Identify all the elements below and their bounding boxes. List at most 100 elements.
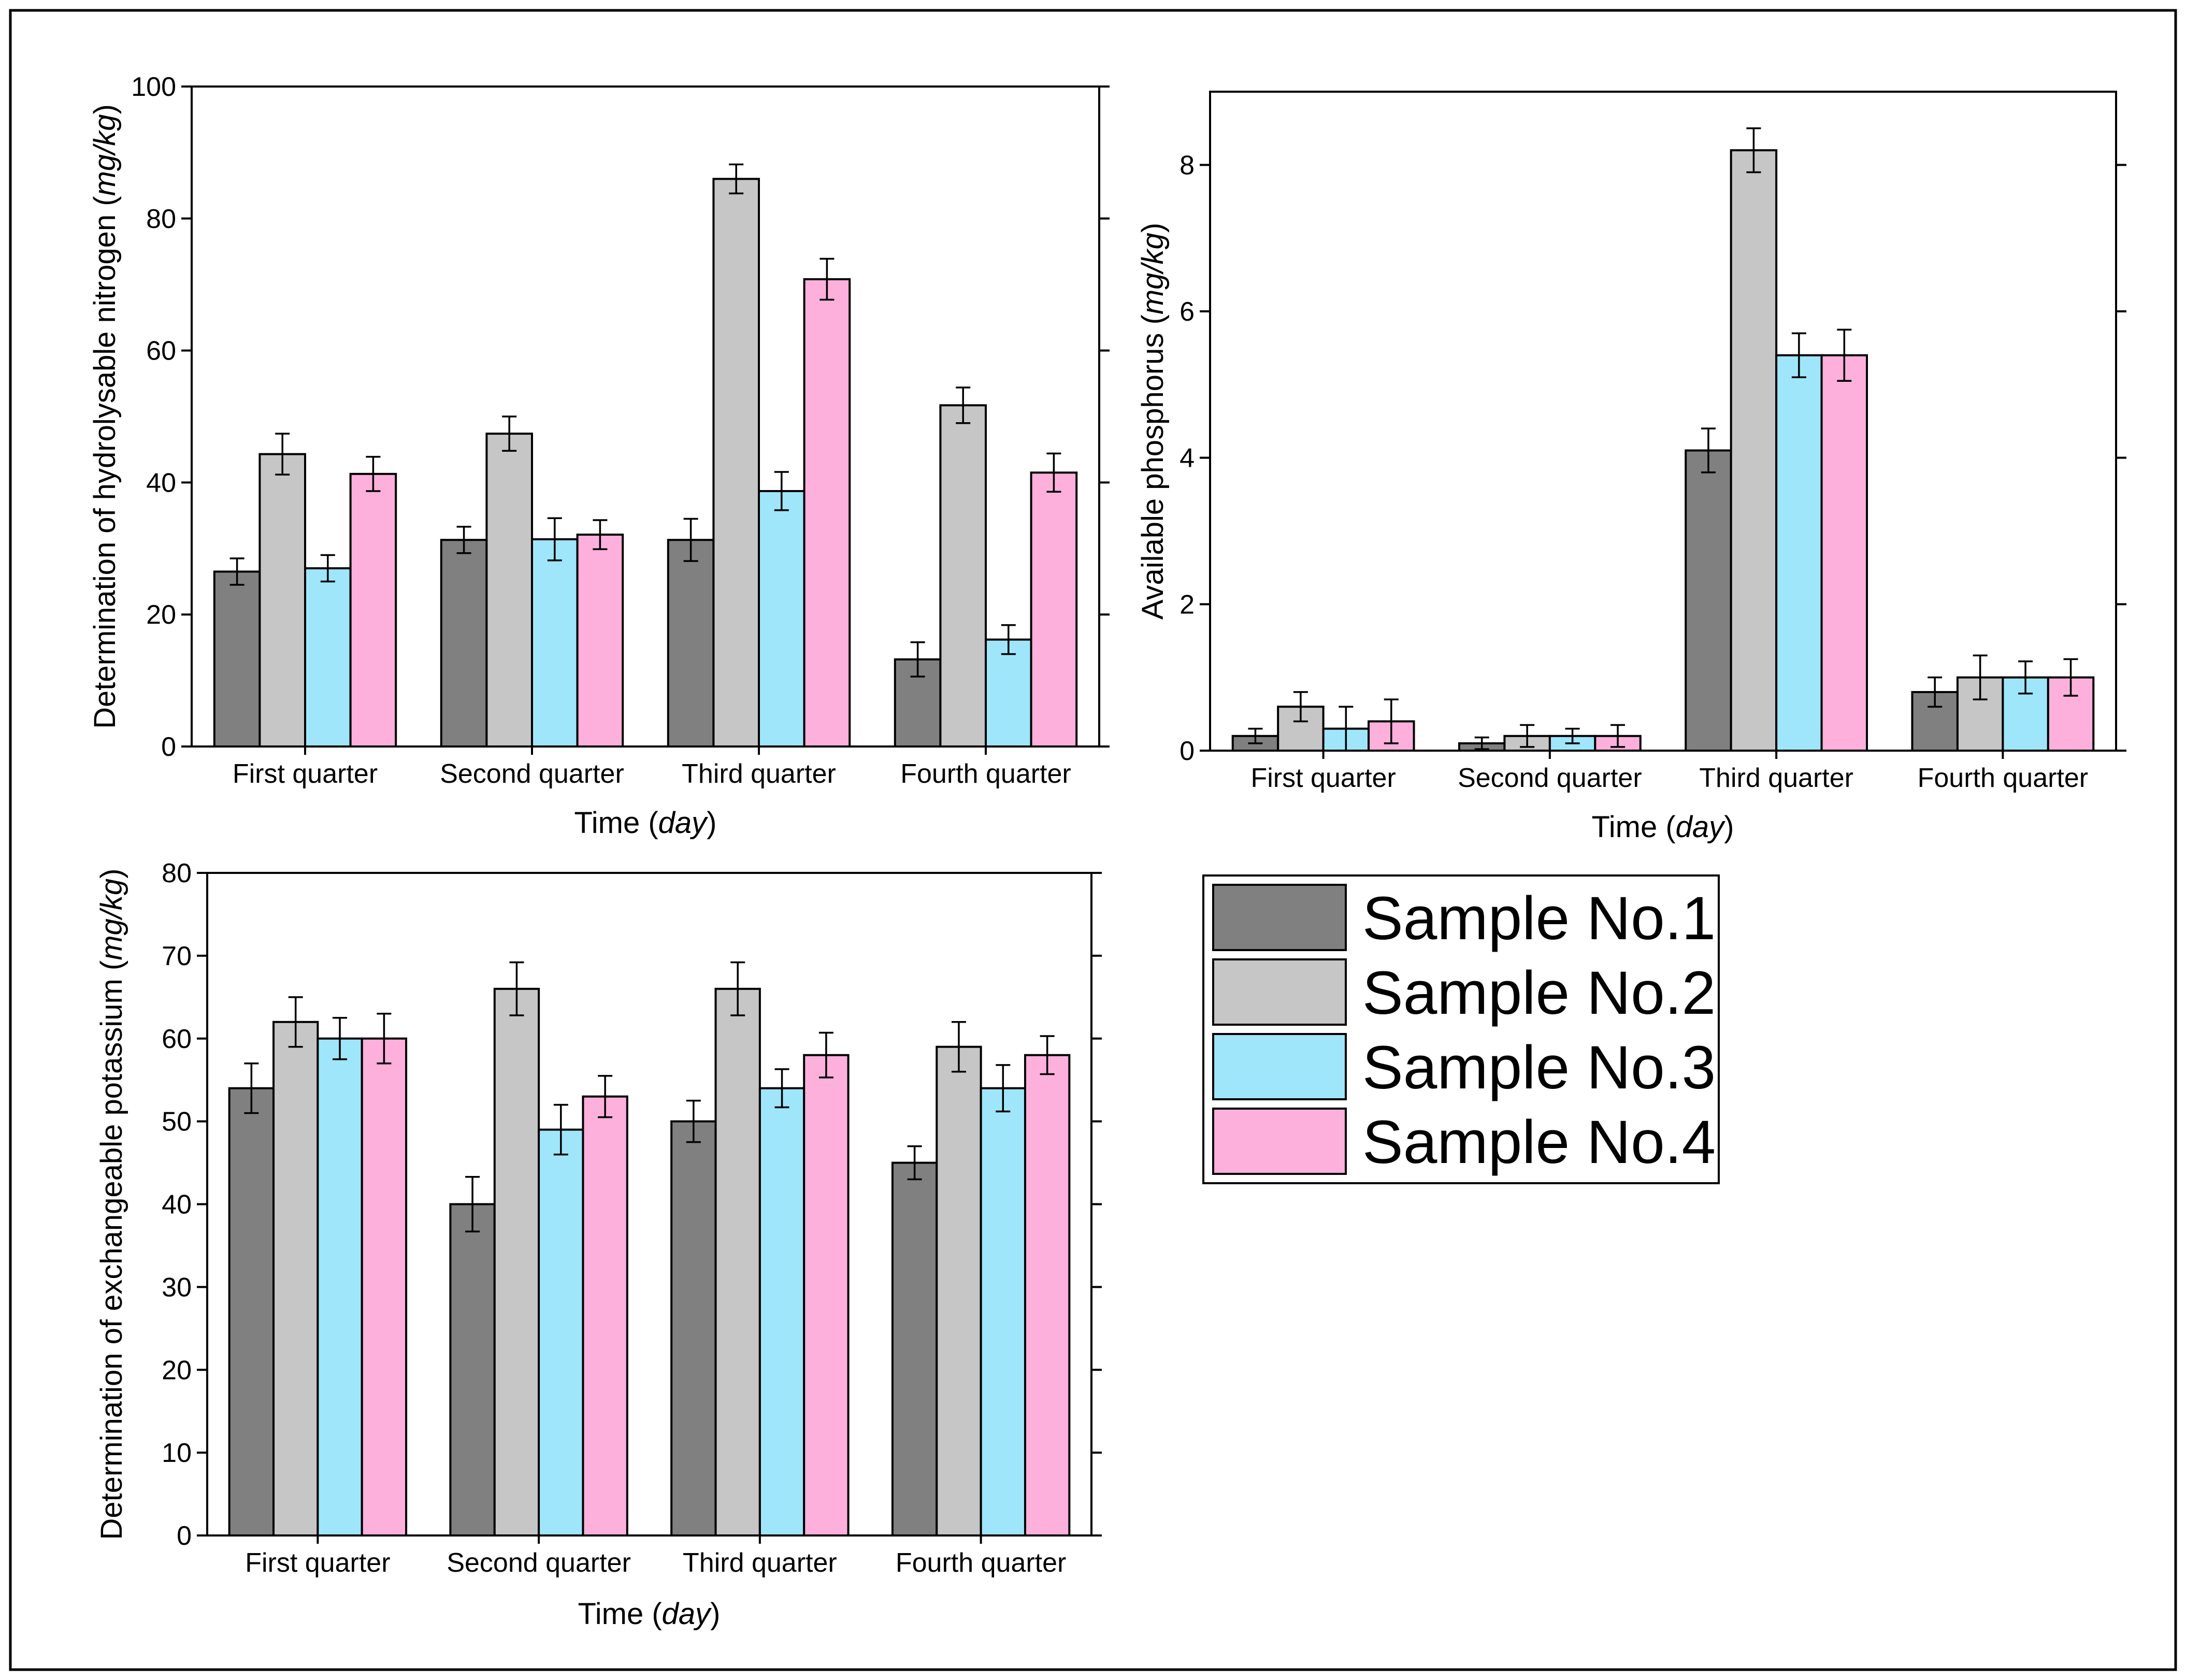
bar [1775,354,1823,752]
error-bar [1565,727,1580,744]
error-bar [730,961,745,1016]
bar [576,534,624,748]
bar [1685,449,1732,752]
error-bar [377,1013,392,1065]
error-bar [1248,727,1263,744]
plot-frame [191,85,1100,748]
error-bar [553,1103,568,1156]
y-axis-title: Available phosphorus (mg/kg) [1136,223,1170,620]
bar [1820,354,1868,752]
y-tick-label: 2 [1180,590,1195,620]
bar [317,1037,363,1537]
error-bar [1837,328,1852,382]
bar [361,1037,408,1537]
y-tick-label: 60 [146,336,176,366]
error-bar [774,1068,789,1109]
y-tick-label: 10 [162,1438,192,1468]
y-axis-title: Determination of exchangeable potassium … [95,868,128,1540]
legend-swatch-sample-1 [1212,884,1347,951]
error-bar [819,257,835,301]
legend-label-sample-4: Sample No.4 [1362,1108,1716,1176]
bar [803,1054,850,1537]
nitrogen-chart: 0 20 40 60 80 100 First quarter Second quarter T… [88,72,1110,840]
legend-swatch-sample-4 [1212,1108,1347,1175]
bar [228,1087,275,1537]
bar [440,539,488,748]
x-axis-title: Time (day) [1591,810,1734,844]
bar [980,1087,1026,1537]
error-bar [686,1099,701,1143]
bar [803,278,851,748]
error-bar [366,455,381,492]
error-bar [598,1074,613,1118]
bar [582,1095,628,1537]
bar [758,490,806,748]
y-tick-label: 60 [162,1024,192,1054]
x-tick-label: Second quarter [440,759,624,789]
bar [758,1087,806,1537]
error-bar [1040,1035,1055,1075]
legend-label-sample-3: Sample No.3 [1362,1033,1716,1102]
bar [936,1045,982,1537]
error-bar [593,519,608,550]
y-tick-label: 40 [162,1190,192,1220]
bar [891,1161,938,1537]
bar [1730,149,1778,752]
x-tick-label: Fourth quarter [900,759,1071,789]
error-bar [456,526,471,554]
y-tick-label: 0 [1180,736,1195,766]
error-bar [509,961,524,1016]
bar [667,539,715,748]
error-bar [1384,698,1399,744]
bar [538,1128,584,1537]
y-tick-label: 70 [162,941,192,971]
bar [714,987,761,1537]
error-bar [1293,691,1308,723]
bar [449,1203,496,1537]
y-tick-label: 20 [162,1355,192,1385]
error-bar [275,433,290,476]
error-bar [1520,724,1535,748]
x-axis-title: Time (day) [578,1597,720,1631]
x-tick-label: First quarter [233,759,378,789]
bar [712,178,760,748]
bar [493,987,540,1537]
legend-label-sample-1: Sample No.1 [1362,884,1716,953]
error-bar [1610,724,1626,748]
error-bar [818,1031,833,1079]
error-bar [320,554,335,583]
error-bar [1001,624,1016,655]
y-tick-label: 50 [162,1107,192,1137]
bar [272,1021,319,1537]
error-bar [1474,736,1489,750]
legend: Sample No.1 Sample No.2 Sample No.3 Samp… [1202,874,1720,1184]
y-tick-label: 80 [146,204,176,234]
error-bar [465,1175,480,1233]
bar [258,453,306,748]
x-tick-label: Fourth quarter [1918,763,2089,793]
y-tick-label: 100 [131,72,176,102]
x-tick-label: Second quarter [1458,763,1642,793]
error-bar [956,386,971,424]
error-bar [229,557,245,586]
x-tick-label: Second quarter [447,1548,631,1578]
error-bar [244,1062,259,1114]
plot-frame [1209,91,2117,752]
error-bar [288,996,303,1048]
legend-swatch-sample-3 [1212,1033,1347,1100]
error-bar [502,415,517,452]
error-bar [1791,332,1806,378]
error-bar [1973,654,1988,700]
bar [1030,471,1078,748]
error-bar [729,163,744,195]
error-bar [683,518,698,562]
y-tick-label: 80 [162,858,192,888]
bar [985,638,1032,748]
error-bar [910,641,925,678]
error-bar [907,1145,922,1181]
y-tick-label: 0 [161,732,176,762]
y-tick-label: 30 [162,1272,192,1302]
bar [670,1120,717,1537]
bar [349,472,397,748]
